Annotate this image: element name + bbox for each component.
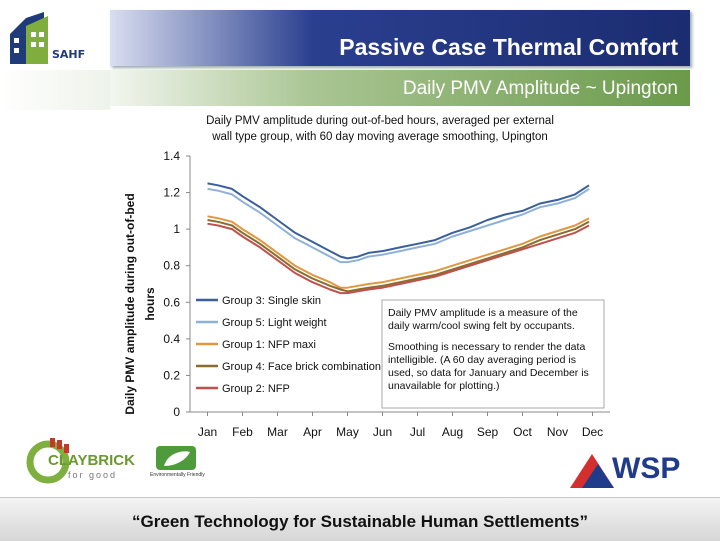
wsp-text: WSP (612, 452, 681, 485)
footer-slogan: “Green Technology for Sustainable Human … (132, 512, 588, 531)
legend-label: Group 1: NFP maxi (222, 339, 316, 351)
building-icon (10, 12, 48, 64)
y-tick-label: 0 (173, 405, 180, 419)
y-tick-label: 0.4 (163, 332, 180, 346)
x-tick-label: Aug (442, 425, 463, 439)
legend-label: Group 2: NFP (222, 383, 290, 395)
x-tick-label: May (336, 425, 359, 439)
leaf-icon (156, 446, 196, 470)
x-tick-label: Nov (547, 425, 568, 439)
annotation-box (381, 299, 605, 409)
chart-title-line1: Daily PMV amplitude during out-of-bed ho… (206, 115, 554, 127)
annotation-text-line: intelligible. (A 60 day averaging period… (388, 354, 576, 366)
claybrick-icon (26, 438, 70, 484)
chart-annotation: Daily PMV amplitude is a measure of thed… (381, 299, 605, 409)
x-tick-label: Dec (582, 425, 603, 439)
page-subtitle: Daily PMV Amplitude ~ Upington (402, 78, 678, 99)
claybrick-main-text: CLAYBRICK (48, 452, 135, 469)
annotation-text-line: unavailable for plotting.) (388, 380, 500, 392)
series-line-2 (207, 187, 590, 264)
y-tick-label: 1 (173, 222, 180, 236)
wsp-logo: WSP (568, 450, 688, 490)
env-logo-text: Environmentally Friendly (150, 472, 205, 478)
annotation-text-line: Smoothing is necessary to render the dat… (388, 341, 585, 353)
chart-legend: Group 3: Single skin Group 5: Light weigh… (196, 295, 387, 395)
page-title: Passive Case Thermal Comfort (339, 34, 678, 60)
sahf-logo-text: SAHF (52, 48, 86, 61)
x-tick-label: Jun (373, 425, 392, 439)
x-tick-label: Feb (232, 425, 253, 439)
y-axis-label-line1: Daily PMV amplitude during out-of-bed (123, 193, 137, 414)
subtitle-bar: Daily PMV Amplitude ~ Upington (110, 70, 690, 106)
legend-label: Group 5: Light weight (222, 317, 327, 329)
claybrick-sub-text: for good (68, 470, 118, 480)
legend-label: Group 3: Single skin (222, 295, 321, 307)
x-tick-label: Apr (303, 425, 322, 439)
x-tick-label: Jan (198, 425, 217, 439)
y-tick-label: 0.2 (163, 368, 180, 382)
chart-title-line2: wall type group, with 60 day moving aver… (211, 131, 548, 143)
y-tick-label: 0.6 (163, 295, 180, 309)
footer-bar: “Green Technology for Sustainable Human … (0, 497, 720, 541)
x-tick-label: Jul (410, 425, 425, 439)
wsp-icon (570, 454, 614, 488)
series-line-3 (207, 215, 590, 289)
series-line-5 (207, 222, 590, 295)
series-line-1 (207, 182, 590, 260)
y-tick-label: 0.8 (163, 259, 180, 273)
legend-label: Group 4: Face brick combinations (222, 361, 387, 373)
claybrick-logo: CLAYBRICK for good (26, 436, 146, 486)
y-axis-label: Daily PMV amplitude during out-of-bed ho… (123, 193, 157, 414)
subtitle-bar-fade (0, 70, 110, 110)
environmentally-friendly-logo: Environmentally Friendly (150, 444, 210, 484)
pmv-amplitude-chart: Daily PMV amplitude during out-of-bed ho… (123, 115, 610, 439)
plot-area: 0 0.2 0.4 0.6 0.8 1 1.2 1.4 Jan Feb Mar Apr May Jun Ju… (163, 149, 610, 439)
title-bar: Passive Case Thermal Comfort (110, 10, 690, 66)
annotation-text-line: daily warm/cool swing felt by occupants. (388, 320, 575, 332)
annotation-text-line: Daily PMV amplitude is a measure of the (388, 307, 578, 319)
x-tick-label: Sep (477, 425, 499, 439)
x-tick-label: Oct (513, 425, 532, 439)
series-line-4 (207, 219, 590, 293)
y-tick-label: 1.4 (163, 149, 180, 163)
y-tick-label: 1.2 (163, 186, 180, 200)
sahf-logo: SAHF (4, 4, 94, 68)
annotation-text-line: used, so data for January and December i… (388, 367, 589, 379)
y-axis-label-line2: hours (143, 287, 157, 321)
x-tick-label: Mar (267, 425, 288, 439)
